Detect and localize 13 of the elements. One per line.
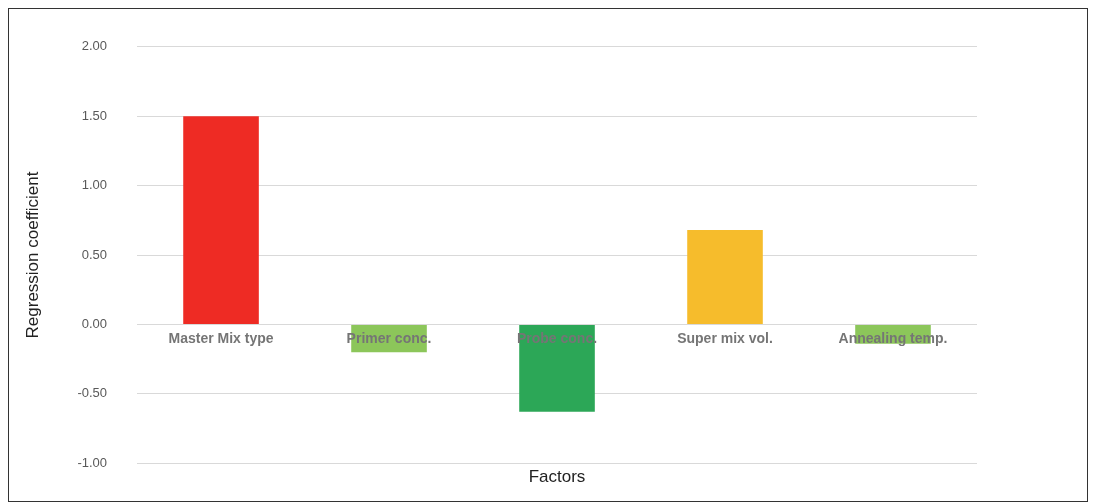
y-tick-label: 2.00 (81, 38, 108, 54)
x-tick-label: Super mix vol. (677, 330, 773, 347)
y-axis-title: Regression coefficient (22, 171, 42, 339)
x-axis-title: Factors (528, 467, 586, 487)
bar (687, 230, 763, 324)
y-tick-label: -1.00 (77, 454, 108, 470)
y-tick-label: 0.00 (81, 315, 108, 331)
x-tick-label: Master Mix type (168, 330, 274, 347)
y-tick-label: 0.50 (81, 246, 108, 262)
bar (183, 116, 259, 324)
y-tick-label: -0.50 (77, 385, 108, 401)
y-tick-label: 1.00 (81, 177, 108, 193)
y-tick-label: 1.50 (81, 107, 108, 123)
